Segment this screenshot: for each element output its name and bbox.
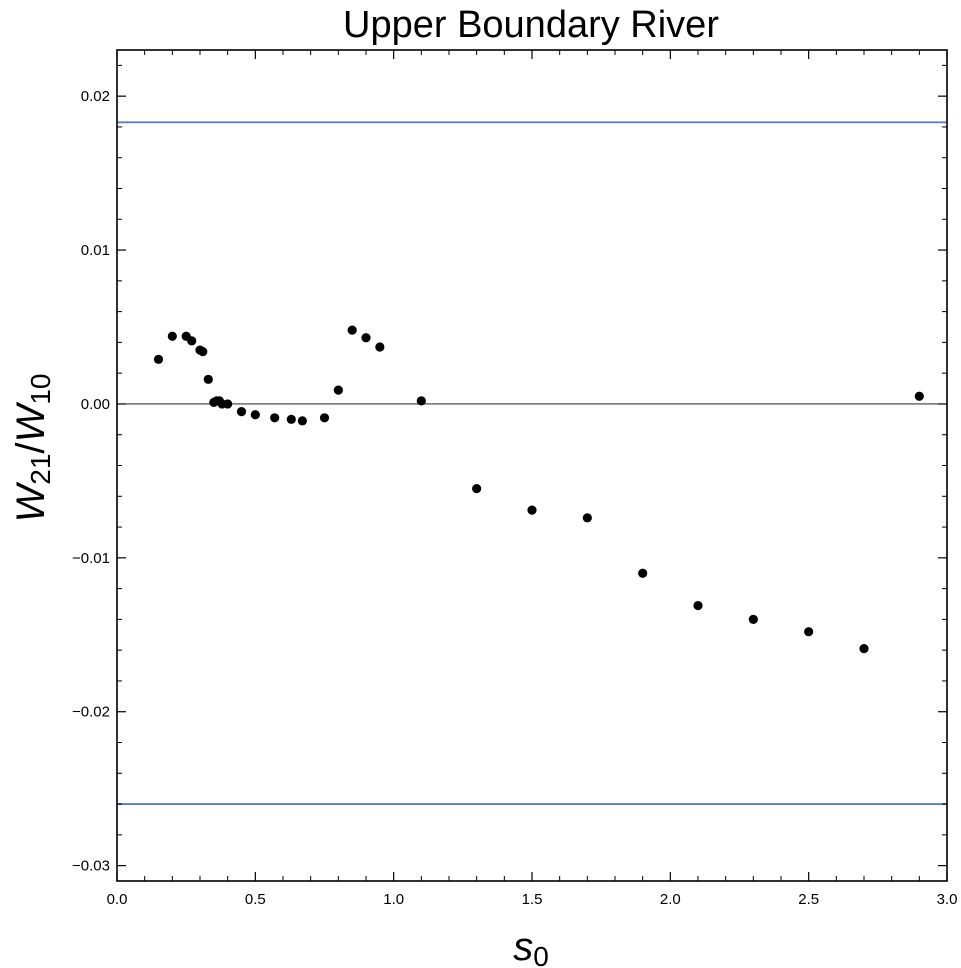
x-tick-label-7: 3.0 (937, 891, 958, 908)
x-tick-label-4: 1.5 (522, 891, 543, 908)
data-point-18 (319, 413, 330, 423)
data-point-16 (286, 414, 296, 424)
chart-title: Upper Boundary River (343, 4, 719, 46)
x-tick-label-2: 0.5 (245, 891, 266, 908)
y-axis-title-denominator: W (9, 401, 53, 442)
y-axis-title-denominator-subscript: 10 (25, 374, 56, 405)
y-tick-label-5: −0.02 (72, 704, 110, 721)
y-tick-label-3: 0.00 (81, 396, 110, 413)
plot-area: 0.0 0.5 1.0 1.5 2.0 2.5 3.0 0.02 0.01 0.00 −0.01 −… (72, 49, 958, 908)
data-point-12 (223, 399, 233, 409)
y-tick-label-6: −0.03 (72, 858, 110, 875)
reference-lines (117, 121, 947, 805)
data-point-30 (804, 627, 814, 637)
plot-frame (116, 49, 948, 882)
data-point-29 (748, 614, 758, 624)
data-point-22 (375, 342, 385, 352)
y-axis-title-numerator: W (9, 481, 53, 522)
y-tick-label-2: 0.01 (81, 242, 110, 259)
data-point-23 (416, 396, 426, 406)
y-axis-title: W21/W10 (9, 374, 56, 523)
data-point-19 (333, 385, 343, 395)
data-points (153, 325, 924, 654)
data-point-17 (297, 416, 307, 426)
x-tick-label-3: 1.0 (383, 891, 404, 908)
data-point-4 (187, 336, 197, 346)
data-point-26 (582, 513, 592, 523)
x-axis-title-base: s (513, 925, 533, 968)
data-point-2 (167, 331, 177, 341)
y-axis-ticks: 0.02 0.01 0.00 −0.01 −0.02 −0.03 (72, 64, 947, 875)
data-point-28 (693, 600, 703, 611)
data-point-13 (236, 407, 247, 417)
data-point-31 (859, 644, 869, 654)
data-point-21 (361, 333, 371, 343)
x-tick-label-6: 2.5 (798, 891, 819, 908)
data-point-7 (203, 374, 213, 384)
y-tick-label-4: −0.01 (72, 550, 110, 567)
x-axis-ticks: 0.0 0.5 1.0 1.5 2.0 2.5 3.0 (107, 50, 958, 908)
data-point-25 (527, 505, 537, 515)
data-point-15 (270, 413, 280, 423)
y-tick-label-1: 0.02 (81, 88, 110, 105)
data-point-27 (638, 568, 648, 578)
data-point-1 (153, 354, 164, 364)
data-point-32 (914, 391, 924, 401)
y-axis-title-separator: / (9, 442, 53, 454)
data-point-6 (198, 347, 208, 357)
y-axis-title-numerator-subscript: 21 (25, 454, 56, 485)
data-point-20 (347, 325, 357, 335)
data-point-14 (250, 410, 260, 420)
x-tick-label-5: 2.0 (660, 891, 681, 908)
x-axis-title: s0 (513, 925, 549, 968)
x-tick-label-1: 0.0 (107, 891, 128, 908)
x-axis-title-subscript: 0 (533, 941, 549, 968)
data-point-24 (472, 483, 482, 494)
